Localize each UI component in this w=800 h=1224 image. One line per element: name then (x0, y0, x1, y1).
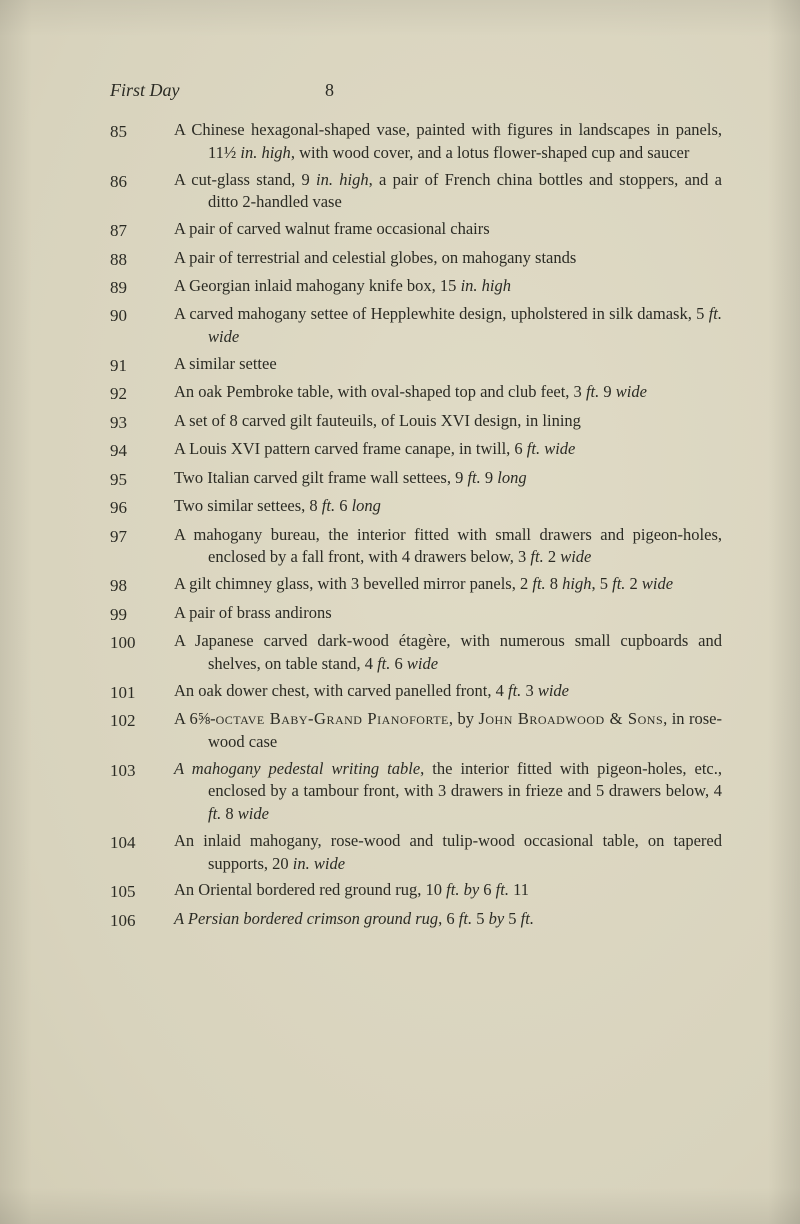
lot-number: 103 (110, 758, 174, 782)
running-head-title: First Day (110, 80, 180, 101)
lot-number: 85 (110, 119, 174, 143)
lot-number: 101 (110, 680, 174, 704)
lot-number: 105 (110, 879, 174, 903)
lot-number: 106 (110, 908, 174, 932)
lot-number: 102 (110, 708, 174, 732)
page-number: 8 (310, 80, 350, 101)
lot-number: 96 (110, 495, 174, 519)
catalogue-entry: 87A pair of carved walnut frame occasion… (110, 218, 722, 242)
lot-description: A pair of brass andirons (174, 602, 722, 625)
lot-description: A pair of carved walnut frame occasional… (174, 218, 722, 241)
catalogue-entry: 91A similar settee (110, 353, 722, 377)
catalogue-entry: 105An Oriental bordered red ground rug, … (110, 879, 722, 903)
catalogue-entry: 88A pair of terrestrial and celestial gl… (110, 247, 722, 271)
catalogue-entry: 99A pair of brass andirons (110, 602, 722, 626)
lot-description: A carved mahogany settee of Hepplewhite … (174, 303, 722, 349)
catalogue-entry: 96Two similar settees, 8 ft. 6 long (110, 495, 722, 519)
document-page: First Day 8 85A Chinese hexagonal-shaped… (0, 0, 800, 1224)
lot-description: A mahogany bureau, the interior fitted w… (174, 524, 722, 570)
lot-description: An oak Pembroke table, with oval-shaped … (174, 381, 722, 404)
lot-number: 99 (110, 602, 174, 626)
lot-number: 88 (110, 247, 174, 271)
catalogue-entry: 97A mahogany bureau, the interior fitted… (110, 524, 722, 570)
lot-number: 94 (110, 438, 174, 462)
lot-description: An inlaid mahogany, rose-wood and tulip-… (174, 830, 722, 876)
catalogue-entry: 101An oak dower chest, with carved panel… (110, 680, 722, 704)
lot-description: A gilt chimney glass, with 3 bevelled mi… (174, 573, 722, 596)
lot-description: A Georgian inlaid mahogany knife box, 15… (174, 275, 722, 298)
lot-number: 93 (110, 410, 174, 434)
lot-description: An oak dower chest, with carved panelled… (174, 680, 722, 703)
lot-number: 87 (110, 218, 174, 242)
lot-description: A mahogany pedestal writing table, the i… (174, 758, 722, 826)
lot-description: Two Italian carved gilt frame wall sette… (174, 467, 722, 490)
lot-number: 92 (110, 381, 174, 405)
lot-number: 95 (110, 467, 174, 491)
lot-description: A similar settee (174, 353, 722, 376)
catalogue-entry: 106A Persian bordered crimson ground rug… (110, 908, 722, 932)
lot-number: 90 (110, 303, 174, 327)
catalogue-entry: 100A Japanese carved dark-wood étagère, … (110, 630, 722, 676)
catalogue-entry: 94A Louis XVI pattern carved frame canap… (110, 438, 722, 462)
lot-description: A Persian bordered crimson ground rug, 6… (174, 908, 722, 931)
lot-description: A pair of terrestrial and celestial glob… (174, 247, 722, 270)
catalogue-entry: 89A Georgian inlaid mahogany knife box, … (110, 275, 722, 299)
lot-number: 89 (110, 275, 174, 299)
catalogue-entry: 104An inlaid mahogany, rose-wood and tul… (110, 830, 722, 876)
lot-description: A Japanese carved dark-wood étagère, wit… (174, 630, 722, 676)
catalogue-entry: 86A cut-glass stand, 9 in. high, a pair … (110, 169, 722, 215)
catalogue-entry: 93A set of 8 carved gilt fauteuils, of L… (110, 410, 722, 434)
catalogue-entry: 85A Chinese hexagonal-shaped vase, paint… (110, 119, 722, 165)
lot-number: 104 (110, 830, 174, 854)
catalogue-entry: 92An oak Pembroke table, with oval-shape… (110, 381, 722, 405)
lot-description: A set of 8 carved gilt fauteuils, of Lou… (174, 410, 722, 433)
running-head: First Day 8 (110, 80, 722, 101)
lot-description: A 6⅝-octave Baby-Grand Pianoforte, by Jo… (174, 708, 722, 754)
catalogue-entry: 103A mahogany pedestal writing table, th… (110, 758, 722, 826)
lot-number: 100 (110, 630, 174, 654)
lot-number: 86 (110, 169, 174, 193)
lot-number: 97 (110, 524, 174, 548)
catalogue-entry: 98A gilt chimney glass, with 3 bevelled … (110, 573, 722, 597)
lot-number: 98 (110, 573, 174, 597)
lot-description: A cut-glass stand, 9 in. high, a pair of… (174, 169, 722, 215)
catalogue-entry: 95Two Italian carved gilt frame wall set… (110, 467, 722, 491)
lot-description: Two similar settees, 8 ft. 6 long (174, 495, 722, 518)
catalogue-entries: 85A Chinese hexagonal-shaped vase, paint… (110, 119, 722, 932)
lot-description: A Chinese hexagonal-shaped vase, painted… (174, 119, 722, 165)
catalogue-entry: 90A carved mahogany settee of Hepplewhit… (110, 303, 722, 349)
lot-description: An Oriental bordered red ground rug, 10 … (174, 879, 722, 902)
lot-description: A Louis XVI pattern carved frame canape,… (174, 438, 722, 461)
lot-number: 91 (110, 353, 174, 377)
catalogue-entry: 102A 6⅝-octave Baby-Grand Pianoforte, by… (110, 708, 722, 754)
